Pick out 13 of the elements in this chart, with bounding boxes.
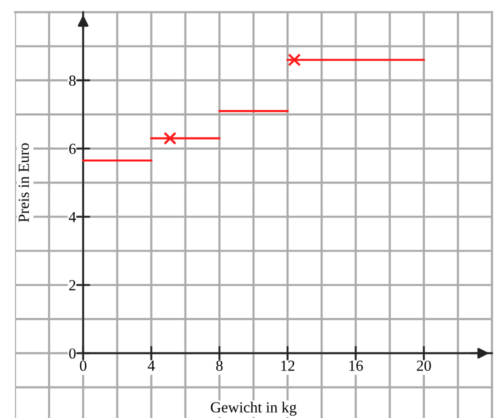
x-tick-label: 8 — [216, 360, 223, 371]
y-tick-label: 2 — [69, 280, 76, 290]
x-tick-label: 20 — [416, 360, 431, 371]
y-tick-label: 0 — [69, 348, 76, 359]
y-tick-label: 4 — [68, 212, 76, 222]
x-tick-label: 16 — [349, 360, 363, 371]
x-axis-title: Gewicht in kg — [210, 402, 296, 416]
x-tick-label: 4 — [148, 360, 155, 371]
y-tick-label: 8 — [69, 75, 76, 86]
x-tick-label: 0 — [80, 360, 86, 371]
x-tick-label: 12 — [281, 360, 294, 371]
y-axis-title: Preis in Euro — [18, 143, 29, 222]
y-tick-label: 6 — [69, 144, 76, 154]
